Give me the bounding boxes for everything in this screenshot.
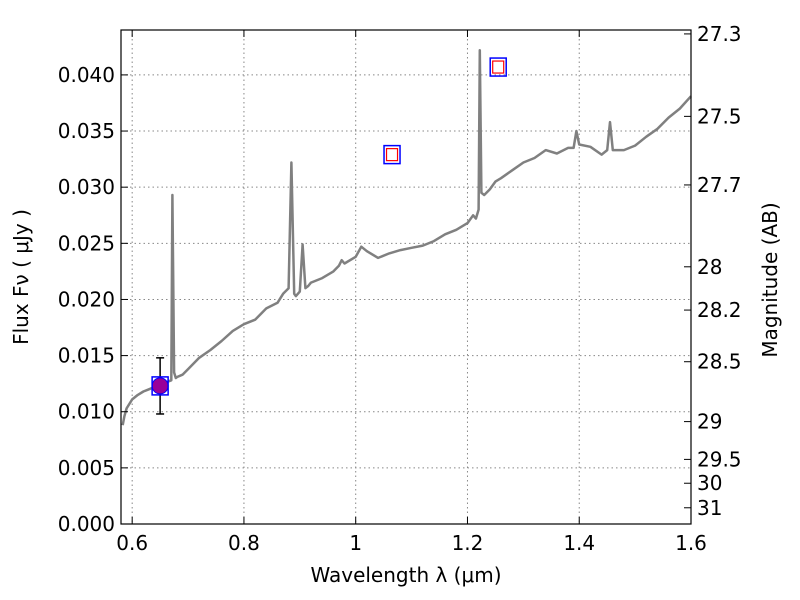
y-tick-label: 0.020 — [58, 287, 115, 311]
tick-labels: 0.6 0.8 1 1.2 1.4 1.6 0.000 0.005 0.010 0.015 0.02… — [58, 22, 742, 555]
x-tick-label: 1.4 — [563, 531, 595, 555]
spectrum-line — [121, 48, 692, 426]
y-tick-label: 0.040 — [58, 63, 115, 87]
x-axis-label: Wavelength λ (μm) — [310, 563, 501, 587]
plot-frame — [120, 29, 692, 525]
mag-tick-label: 27.7 — [697, 173, 742, 197]
x-tick-label: 1.6 — [675, 531, 707, 555]
tick-layer — [121, 30, 692, 525]
synthetic-flux-marker — [489, 57, 507, 77]
mag-tick-label: 31 — [697, 496, 722, 520]
series-layer — [121, 48, 692, 426]
mag-tick-label: 28.5 — [697, 350, 742, 374]
y-tick-label: 0.015 — [58, 344, 115, 368]
x-tick-label: 1.2 — [452, 531, 484, 555]
y-tick-label: 0.035 — [58, 119, 115, 143]
synthetic-flux-inner-marker — [385, 148, 399, 162]
mag-tick-label: 27.5 — [697, 104, 742, 128]
x-tick-label: 0.8 — [228, 531, 260, 555]
mag-tick-label: 29 — [697, 410, 722, 434]
y-tick-label: 0.010 — [58, 400, 115, 424]
synthetic-flux-marker — [151, 376, 169, 396]
mag-tick-label: 28.2 — [697, 298, 742, 322]
x-tick-label: 1 — [349, 531, 362, 555]
x-tick-label: 0.6 — [116, 531, 148, 555]
y-tick-label: 0.005 — [58, 456, 115, 480]
mag-tick-label: 30 — [697, 471, 722, 495]
y-tick-label: 0.000 — [58, 512, 115, 536]
photometry-point — [151, 377, 169, 395]
mag-tick-label: 27.3 — [697, 22, 742, 46]
marker-layer — [151, 57, 507, 415]
synthetic-flux-inner-marker — [492, 60, 505, 74]
synthetic-flux-marker — [383, 144, 401, 165]
y-axis-label: Flux Fν ( μJy ) — [9, 209, 33, 345]
y-axis-right-label: Magnitude (AB) — [758, 202, 782, 357]
mag-tick-label: 29.5 — [697, 447, 742, 471]
y-tick-label: 0.025 — [58, 231, 115, 255]
y-tick-label: 0.030 — [58, 175, 115, 199]
mag-tick-label: 28 — [697, 255, 722, 279]
